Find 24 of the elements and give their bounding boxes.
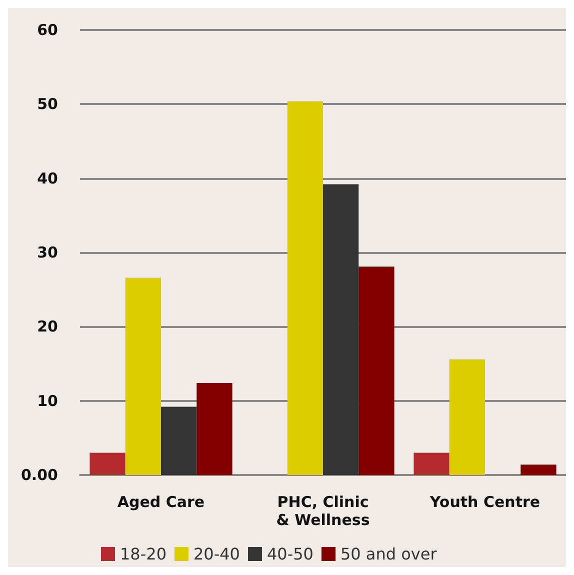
legend-label: 20-40	[193, 544, 240, 564]
bar	[287, 101, 323, 475]
bar	[161, 406, 197, 475]
bar	[358, 266, 394, 475]
legend-label: 50 and over	[340, 544, 438, 564]
legend-label: 40-50	[266, 544, 314, 564]
y-tick-label: 40	[37, 169, 58, 188]
x-tick-label: Youth Centre	[428, 493, 540, 511]
y-tick-label: 10	[37, 392, 58, 410]
y-tick-label: 0.00	[20, 466, 58, 484]
y-tick-label: 50	[37, 95, 58, 114]
legend-label: 18-20	[120, 544, 166, 564]
bar	[449, 359, 485, 475]
y-tick-label: 60	[37, 21, 58, 39]
bar	[90, 452, 126, 475]
bar	[196, 383, 232, 475]
x-tick-label: PHC, Clinic & Wellness	[276, 493, 370, 529]
x-tick-label: Aged Care	[117, 493, 205, 511]
y-tick-label: 30	[37, 244, 58, 262]
y-tick-label: 20	[37, 318, 58, 336]
bar	[125, 278, 161, 475]
bar	[520, 464, 556, 475]
bar	[414, 452, 450, 475]
bar	[323, 184, 359, 475]
